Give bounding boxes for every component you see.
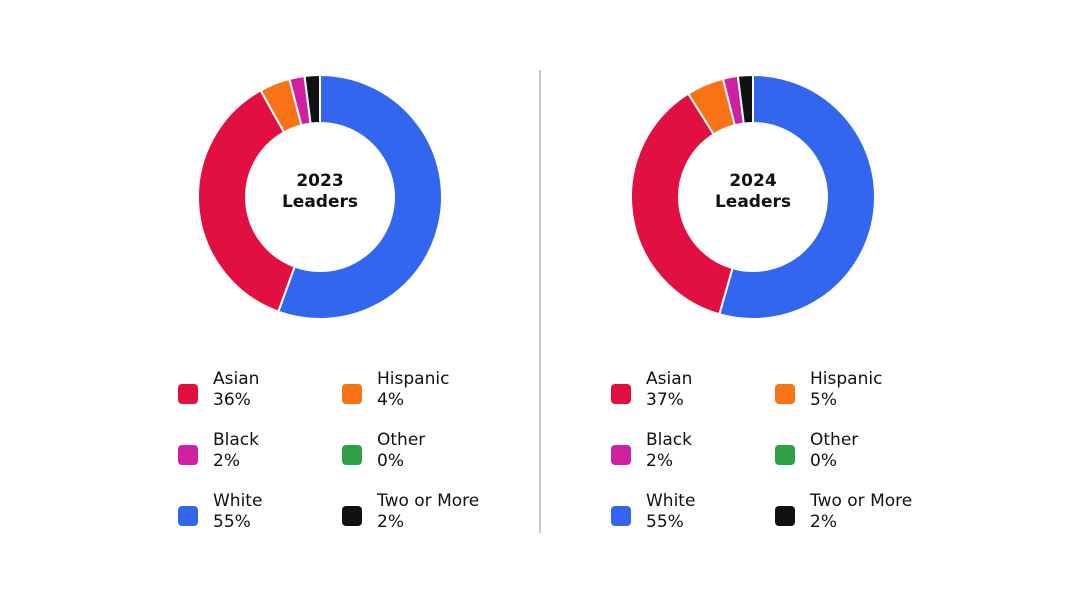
donut-slice <box>303 73 321 125</box>
legend-value: 4% <box>377 390 404 410</box>
center-title: 2023 Leaders <box>281 171 359 212</box>
legend-swatch <box>611 506 631 526</box>
legend-swatch <box>178 445 198 465</box>
legend-label: Hispanic <box>810 369 883 389</box>
legend-value: 36% <box>213 390 251 410</box>
legend-label: Black <box>646 430 692 450</box>
legend-label: White <box>646 491 696 511</box>
legend-value: 5% <box>810 390 837 410</box>
legend-label: Two or More <box>810 491 913 511</box>
legend-label: White <box>213 491 263 511</box>
legend-label: Asian <box>213 369 260 389</box>
donut-slice <box>197 89 296 313</box>
legend-label: Other <box>810 430 859 450</box>
legend-swatch <box>775 445 795 465</box>
legend-label: Other <box>377 430 426 450</box>
legend-value: 55% <box>646 512 684 532</box>
center-title: 2024 Leaders <box>714 171 792 212</box>
legend-swatch <box>775 506 795 526</box>
donut-slice <box>718 73 876 320</box>
legend-value: 0% <box>810 451 837 471</box>
legend-value: 0% <box>377 451 404 471</box>
legend-value: 2% <box>377 512 404 532</box>
legend-swatch <box>342 384 362 404</box>
legend-value: 2% <box>213 451 240 471</box>
legend-swatch <box>342 506 362 526</box>
donut-slice <box>276 73 443 320</box>
legend-value: 2% <box>646 451 673 471</box>
legend-label: Asian <box>646 369 693 389</box>
donut-slice <box>736 73 754 125</box>
legend-swatch <box>178 384 198 404</box>
legend-value: 2% <box>810 512 837 532</box>
legend-value: 55% <box>213 512 251 532</box>
legend-swatch <box>611 384 631 404</box>
legend-label: Hispanic <box>377 369 450 389</box>
legend-label: Two or More <box>377 491 480 511</box>
legend-swatch <box>611 445 631 465</box>
legend-swatch <box>775 384 795 404</box>
legend-swatch <box>342 445 362 465</box>
legend-label: Black <box>213 430 259 450</box>
legend-swatch <box>178 506 198 526</box>
donut-slice <box>630 92 734 316</box>
legend-value: 37% <box>646 390 684 410</box>
